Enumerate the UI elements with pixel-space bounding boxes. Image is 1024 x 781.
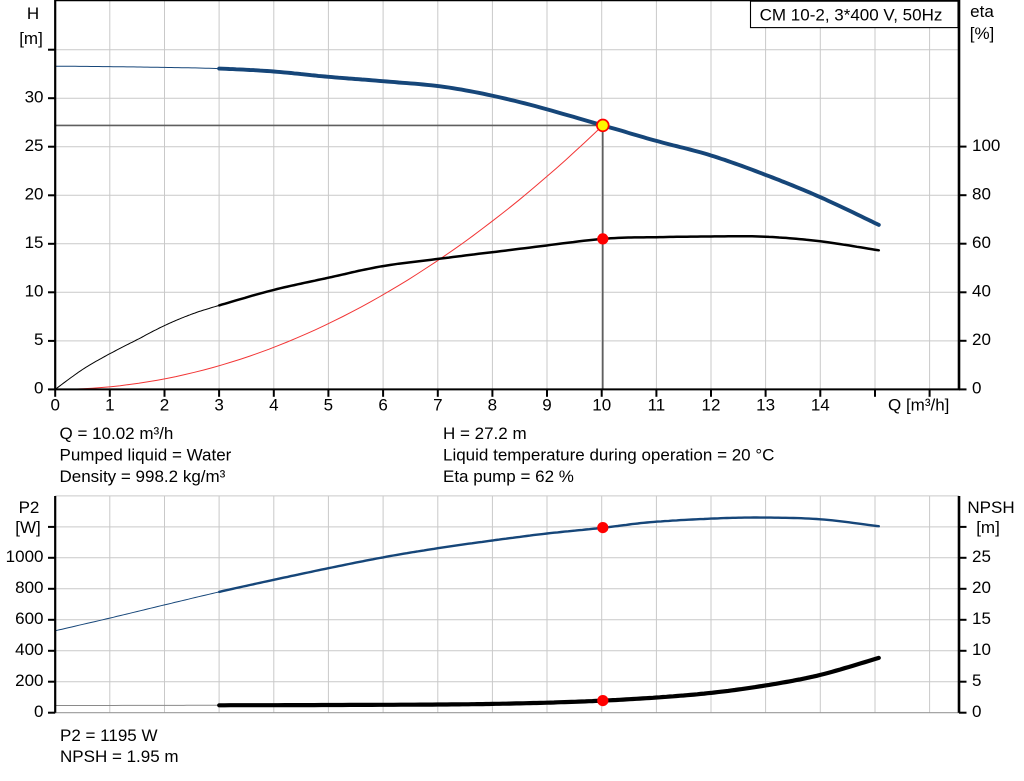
svg-text:Pumped liquid = Water: Pumped liquid = Water <box>60 446 232 465</box>
svg-text:600: 600 <box>15 609 43 628</box>
svg-text:1: 1 <box>105 396 114 415</box>
svg-text:10: 10 <box>25 282 44 301</box>
svg-text:3: 3 <box>214 396 223 415</box>
svg-text:15: 15 <box>25 233 44 252</box>
svg-text:eta: eta <box>970 2 994 21</box>
svg-text:6: 6 <box>378 396 387 415</box>
svg-text:200: 200 <box>15 671 43 690</box>
svg-text:NPSH: NPSH <box>967 498 1014 517</box>
svg-text:Q [m³/h]: Q [m³/h] <box>888 396 949 415</box>
svg-text:1000: 1000 <box>6 547 44 566</box>
svg-text:2: 2 <box>160 396 169 415</box>
svg-text:Density = 998.2 kg/m³: Density = 998.2 kg/m³ <box>60 467 226 486</box>
svg-text:8: 8 <box>488 396 497 415</box>
svg-text:0: 0 <box>34 379 43 398</box>
svg-text:100: 100 <box>972 136 1000 155</box>
svg-text:P2 = 1195 W: P2 = 1195 W <box>60 726 158 745</box>
svg-text:[m]: [m] <box>19 29 43 48</box>
svg-text:10: 10 <box>972 640 991 659</box>
svg-text:0: 0 <box>972 702 981 721</box>
svg-text:10: 10 <box>592 396 611 415</box>
svg-text:H: H <box>27 4 39 23</box>
svg-text:0: 0 <box>34 702 43 721</box>
svg-text:Q = 10.02 m³/h: Q = 10.02 m³/h <box>60 424 174 443</box>
svg-text:5: 5 <box>34 330 43 349</box>
svg-text:[%]: [%] <box>970 24 995 43</box>
svg-text:H = 27.2 m: H = 27.2 m <box>443 424 527 443</box>
svg-text:25: 25 <box>972 547 991 566</box>
svg-text:20: 20 <box>972 578 991 597</box>
svg-text:0: 0 <box>50 396 59 415</box>
svg-text:12: 12 <box>702 396 721 415</box>
svg-text:9: 9 <box>542 396 551 415</box>
svg-text:P2: P2 <box>19 498 40 517</box>
svg-text:30: 30 <box>25 87 44 106</box>
svg-text:20: 20 <box>25 185 44 204</box>
svg-text:[m]: [m] <box>976 518 1000 537</box>
svg-text:Eta pump = 62 %: Eta pump = 62 % <box>443 467 574 486</box>
svg-text:Liquid temperature during oper: Liquid temperature during operation = 20… <box>443 446 774 465</box>
svg-text:80: 80 <box>972 184 991 203</box>
svg-text:7: 7 <box>433 396 442 415</box>
svg-text:800: 800 <box>15 578 43 597</box>
svg-text:20: 20 <box>972 330 991 349</box>
svg-text:60: 60 <box>972 233 991 252</box>
svg-text:14: 14 <box>811 396 830 415</box>
svg-text:5: 5 <box>972 671 981 690</box>
svg-text:4: 4 <box>269 396 278 415</box>
svg-text:40: 40 <box>972 282 991 301</box>
svg-text:CM 10-2, 3*400 V, 50Hz: CM 10-2, 3*400 V, 50Hz <box>760 5 943 24</box>
svg-text:0: 0 <box>972 379 981 398</box>
svg-text:13: 13 <box>756 396 775 415</box>
svg-text:5: 5 <box>324 396 333 415</box>
svg-text:NPSH = 1.95 m: NPSH = 1.95 m <box>60 747 179 766</box>
svg-text:25: 25 <box>25 136 44 155</box>
svg-text:11: 11 <box>648 396 666 415</box>
svg-text:[W]: [W] <box>15 518 41 537</box>
svg-text:400: 400 <box>15 640 43 659</box>
svg-text:15: 15 <box>972 609 991 628</box>
